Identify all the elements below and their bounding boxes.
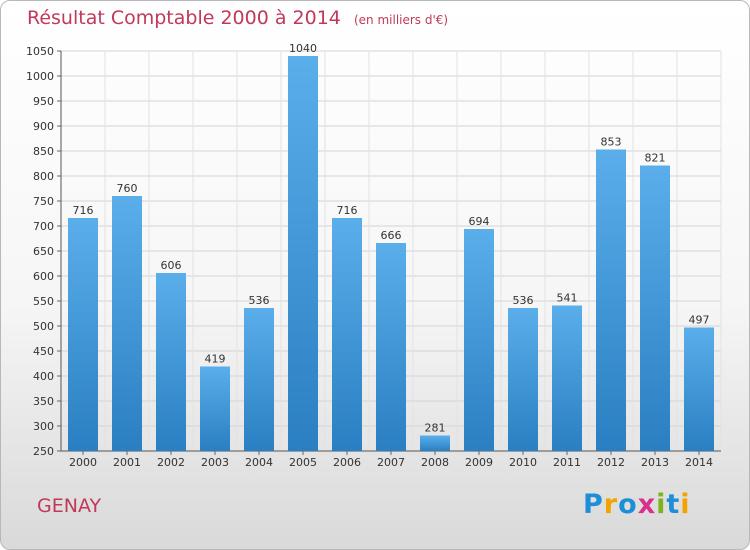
y-tick-label: 350: [33, 395, 54, 408]
x-tick-label: 2010: [509, 456, 537, 469]
chart-subtitle: (en milliers d'€): [353, 13, 449, 27]
logo-letter: P: [583, 489, 604, 520]
bar: [420, 435, 450, 451]
bar: [376, 243, 406, 451]
y-tick-label: 950: [33, 95, 54, 108]
bars: [68, 56, 714, 451]
logo-letter: o: [618, 489, 638, 520]
y-tick-label: 500: [33, 320, 54, 333]
bar: [552, 305, 582, 451]
bar: [244, 308, 274, 451]
y-tick-label: 650: [33, 245, 54, 258]
bar: [68, 218, 98, 451]
data-label: 853: [601, 136, 622, 149]
commune-name: GENAY: [37, 495, 102, 517]
logo-letter: i: [680, 489, 691, 520]
data-label: 497: [689, 314, 710, 327]
data-label: 536: [513, 294, 534, 307]
y-tick-label: 900: [33, 120, 54, 133]
x-tick-label: 2009: [465, 456, 493, 469]
data-label: 760: [117, 182, 138, 195]
x-tick-label: 2002: [157, 456, 185, 469]
bar: [464, 229, 494, 451]
chart-title: Résultat Comptable 2000 à 2014: [27, 7, 341, 29]
y-tick-label: 750: [33, 195, 54, 208]
x-tick-label: 2012: [597, 456, 625, 469]
y-tick-label: 600: [33, 270, 54, 283]
data-label: 821: [645, 152, 666, 165]
y-tick-label: 850: [33, 145, 54, 158]
bar: [684, 327, 714, 451]
x-tick-label: 2013: [641, 456, 669, 469]
x-tick-label: 2011: [553, 456, 581, 469]
data-labels: 716 760 606 419 536 1040 716 666 281 694 536 541 853…: [73, 42, 710, 435]
logo-letter: x: [637, 489, 657, 520]
x-tick-label: 2003: [201, 456, 229, 469]
chart-title-block: Résultat Comptable 2000 à 2014 (en milli…: [27, 7, 448, 29]
bar: [596, 149, 626, 451]
bar: [200, 366, 230, 451]
data-label: 606: [161, 259, 182, 272]
bar: [112, 196, 142, 451]
logo-letter: r: [603, 489, 619, 520]
y-tick-label: 550: [33, 295, 54, 308]
y-tick-label: 450: [33, 345, 54, 358]
data-label: 716: [73, 204, 94, 217]
proxiti-logo[interactable]: Proxiti: [583, 489, 691, 520]
x-tick-label: 2005: [289, 456, 317, 469]
data-label: 536: [249, 294, 270, 307]
logo-letter: t: [666, 489, 681, 520]
y-tick-label: 250: [33, 445, 54, 458]
x-tick-label: 2014: [685, 456, 713, 469]
x-tick-label: 2000: [69, 456, 97, 469]
bar: [288, 56, 318, 451]
data-label: 541: [557, 292, 578, 305]
x-tick-label: 2004: [245, 456, 273, 469]
data-label: 666: [381, 229, 402, 242]
y-tick-label: 400: [33, 370, 54, 383]
x-tick-label: 2008: [421, 456, 449, 469]
y-tick-label: 800: [33, 170, 54, 183]
bar: [332, 218, 362, 451]
logo-letter: i: [656, 489, 667, 520]
y-tick-label: 300: [33, 420, 54, 433]
data-label: 1040: [289, 42, 317, 55]
y-tick-label: 1000: [26, 70, 54, 83]
y-tick-label: 700: [33, 220, 54, 233]
data-label: 716: [337, 204, 358, 217]
data-label: 694: [469, 215, 490, 228]
data-label: 419: [205, 353, 226, 366]
bar: [156, 273, 186, 451]
x-tick-label: 2001: [113, 456, 141, 469]
x-tick-label: 2006: [333, 456, 361, 469]
bar: [508, 308, 538, 451]
x-tick-label: 2007: [377, 456, 405, 469]
data-label: 281: [425, 422, 446, 435]
bar: [640, 165, 670, 451]
y-tick-label: 1050: [26, 45, 54, 58]
